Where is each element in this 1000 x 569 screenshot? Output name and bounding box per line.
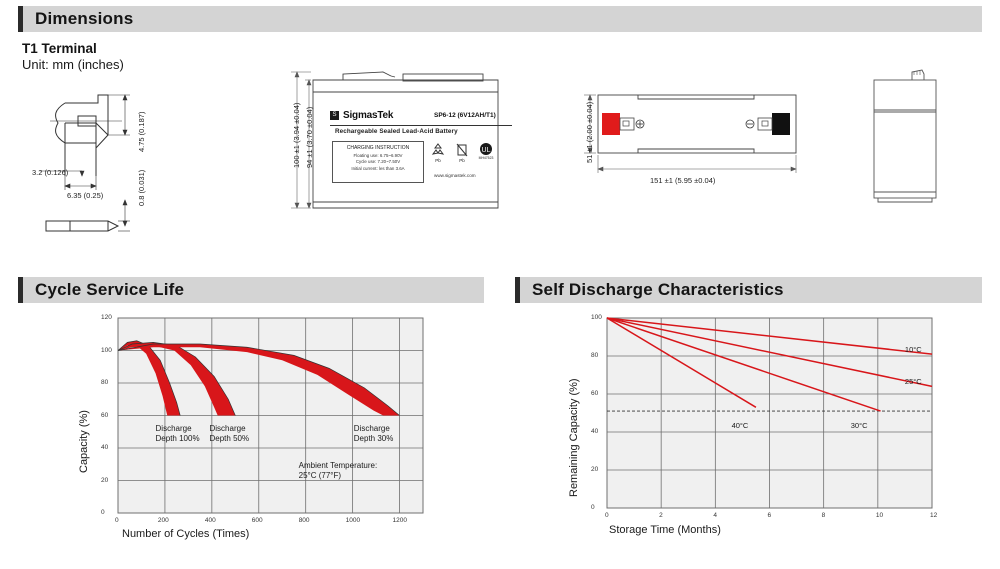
sd-xtick: 10 bbox=[875, 512, 884, 519]
cycle-ytick: 60 bbox=[101, 411, 109, 419]
charging-line-float: Floating use: 6.75~6.90V bbox=[353, 153, 403, 158]
dim-notch-width: 3.2 (0.126) bbox=[32, 168, 69, 177]
cycle-annotation-3: Ambient Temperature: 25°C (77°F) bbox=[298, 461, 378, 480]
sd-xtick: 12 bbox=[930, 512, 938, 519]
sd-ytick: 100 bbox=[591, 314, 602, 321]
section-header-dimensions: Dimensions bbox=[18, 6, 982, 32]
cycle-band bbox=[117, 340, 181, 416]
cycle-xtick: 0 bbox=[115, 517, 119, 524]
dim-body-height: 94 ±1 (3.70 ±0.04) bbox=[305, 106, 314, 168]
sd-line bbox=[606, 317, 933, 355]
cycle-xlabel: Number of Cycles (Times) bbox=[122, 528, 250, 540]
dim-top-length: 151 ±1 (5.95 ±0.04) bbox=[650, 176, 716, 185]
model-number: SP6-12 (6V12AH/T1) bbox=[434, 112, 496, 119]
dim-top-width: 51 ±1 (2.00 ±0.04) bbox=[585, 101, 594, 163]
sd-label-40°C: 40°C bbox=[731, 420, 749, 430]
dim-overall-height: 100 ±1 (3.94 ±0.04) bbox=[292, 102, 301, 168]
cycle-annotation-1: Discharge Depth 50% bbox=[209, 423, 250, 443]
section-header-self-discharge: Self Discharge Characteristics bbox=[515, 277, 982, 303]
section-header-cycle: Cycle Service Life bbox=[18, 277, 484, 303]
self-discharge-ylabel: Remaining Capacity (%) bbox=[568, 378, 580, 497]
battery-label: S SigmasTek SP6-12 (6V12AH/T1) Rechargea… bbox=[330, 110, 512, 190]
svg-text:UL: UL bbox=[482, 147, 491, 154]
brand-logo-icon: S bbox=[330, 111, 339, 120]
self-discharge-xlabel: Storage Time (Months) bbox=[609, 524, 721, 536]
sd-ytick: 60 bbox=[591, 390, 599, 397]
charging-instruction-box: CHARGING INSTRUCTION Floating use: 6.75~… bbox=[332, 141, 424, 183]
terminal-type-label: T1 Terminal bbox=[22, 41, 97, 56]
cycle-xtick: 600 bbox=[251, 517, 263, 524]
sd-ytick: 0 bbox=[591, 504, 595, 511]
no-bin-pb-icon: Pb bbox=[455, 142, 469, 163]
label-divider bbox=[330, 125, 512, 126]
sd-line bbox=[606, 317, 757, 408]
no-bin-pb-text: Pb bbox=[459, 158, 465, 163]
sd-label-25°C: 25°C bbox=[904, 376, 922, 386]
sd-line bbox=[606, 317, 933, 388]
cycle-xtick: 800 bbox=[298, 517, 310, 524]
brand-name: SigmasTek bbox=[343, 110, 394, 121]
sd-xtick: 0 bbox=[605, 512, 609, 519]
cycle-annotation-0: Discharge Depth 100% bbox=[155, 423, 200, 443]
charging-instruction-title: CHARGING INSTRUCTION bbox=[346, 145, 410, 151]
charging-line-current: Initial current: les than 3.6A bbox=[351, 165, 405, 171]
charging-line-cycle: Cycle use: 7.20~7.50V bbox=[355, 159, 401, 165]
unit-note: Unit: mm (inches) bbox=[22, 57, 124, 72]
sd-line bbox=[606, 317, 881, 412]
recycle-pb-text: Pb bbox=[435, 158, 441, 163]
section-title-cycle: Cycle Service Life bbox=[35, 280, 185, 299]
dim-terminal-thickness: 0.8 (0.031) bbox=[137, 169, 146, 206]
cycle-annotation-2: Discharge Depth 30% bbox=[353, 423, 394, 443]
cycle-ytick: 120 bbox=[101, 314, 112, 321]
sd-ytick: 40 bbox=[591, 428, 599, 435]
ul-mark-text: MH47523 bbox=[478, 156, 494, 160]
cycle-ytick: 100 bbox=[101, 346, 112, 354]
sd-xtick: 6 bbox=[767, 512, 772, 519]
cycle-ylabel: Capacity (%) bbox=[78, 410, 90, 473]
sd-ytick: 20 bbox=[591, 466, 599, 473]
cycle-ytick: 20 bbox=[101, 476, 109, 484]
section-title-dimensions: Dimensions bbox=[35, 9, 134, 28]
recycle-pb-icon: Pb bbox=[430, 142, 446, 163]
t1-terminal-drawing bbox=[30, 78, 230, 248]
product-type: Rechargeable Sealed Lead-Acid Battery bbox=[335, 128, 458, 135]
section-title-self-discharge: Self Discharge Characteristics bbox=[532, 280, 784, 299]
website-text: www.sigmastek.com bbox=[434, 173, 476, 178]
sd-xtick: 4 bbox=[713, 512, 717, 519]
sd-label-30°C: 30°C bbox=[850, 420, 868, 430]
sd-xtick: 8 bbox=[821, 512, 826, 519]
self-discharge-chart bbox=[606, 317, 933, 509]
cycle-xtick: 1200 bbox=[392, 517, 407, 524]
cycle-xtick: 200 bbox=[157, 517, 169, 524]
sd-label-10°C: 10°C bbox=[904, 344, 922, 354]
sd-xtick: 2 bbox=[659, 512, 663, 519]
cycle-ytick: 0 bbox=[101, 509, 105, 516]
battery-end-view bbox=[862, 62, 952, 212]
dim-tab-width: 6.35 (0.25) bbox=[67, 191, 104, 200]
ul-mark-icon: UL MH47523 bbox=[478, 142, 494, 160]
dim-terminal-height: 4.75 (0.187) bbox=[137, 111, 146, 152]
cycle-ytick: 80 bbox=[101, 379, 109, 386]
cycle-service-life-chart bbox=[117, 317, 424, 514]
sd-ytick: 80 bbox=[591, 352, 599, 359]
cycle-xtick: 400 bbox=[204, 517, 216, 524]
negative-terminal bbox=[745, 113, 790, 135]
cycle-band bbox=[117, 342, 236, 416]
battery-top-view bbox=[576, 85, 836, 195]
cycle-ytick: 40 bbox=[101, 444, 109, 451]
cycle-band bbox=[117, 343, 400, 416]
positive-terminal bbox=[602, 113, 645, 135]
battery-side-view bbox=[283, 62, 523, 212]
cycle-xtick: 1000 bbox=[345, 517, 361, 524]
